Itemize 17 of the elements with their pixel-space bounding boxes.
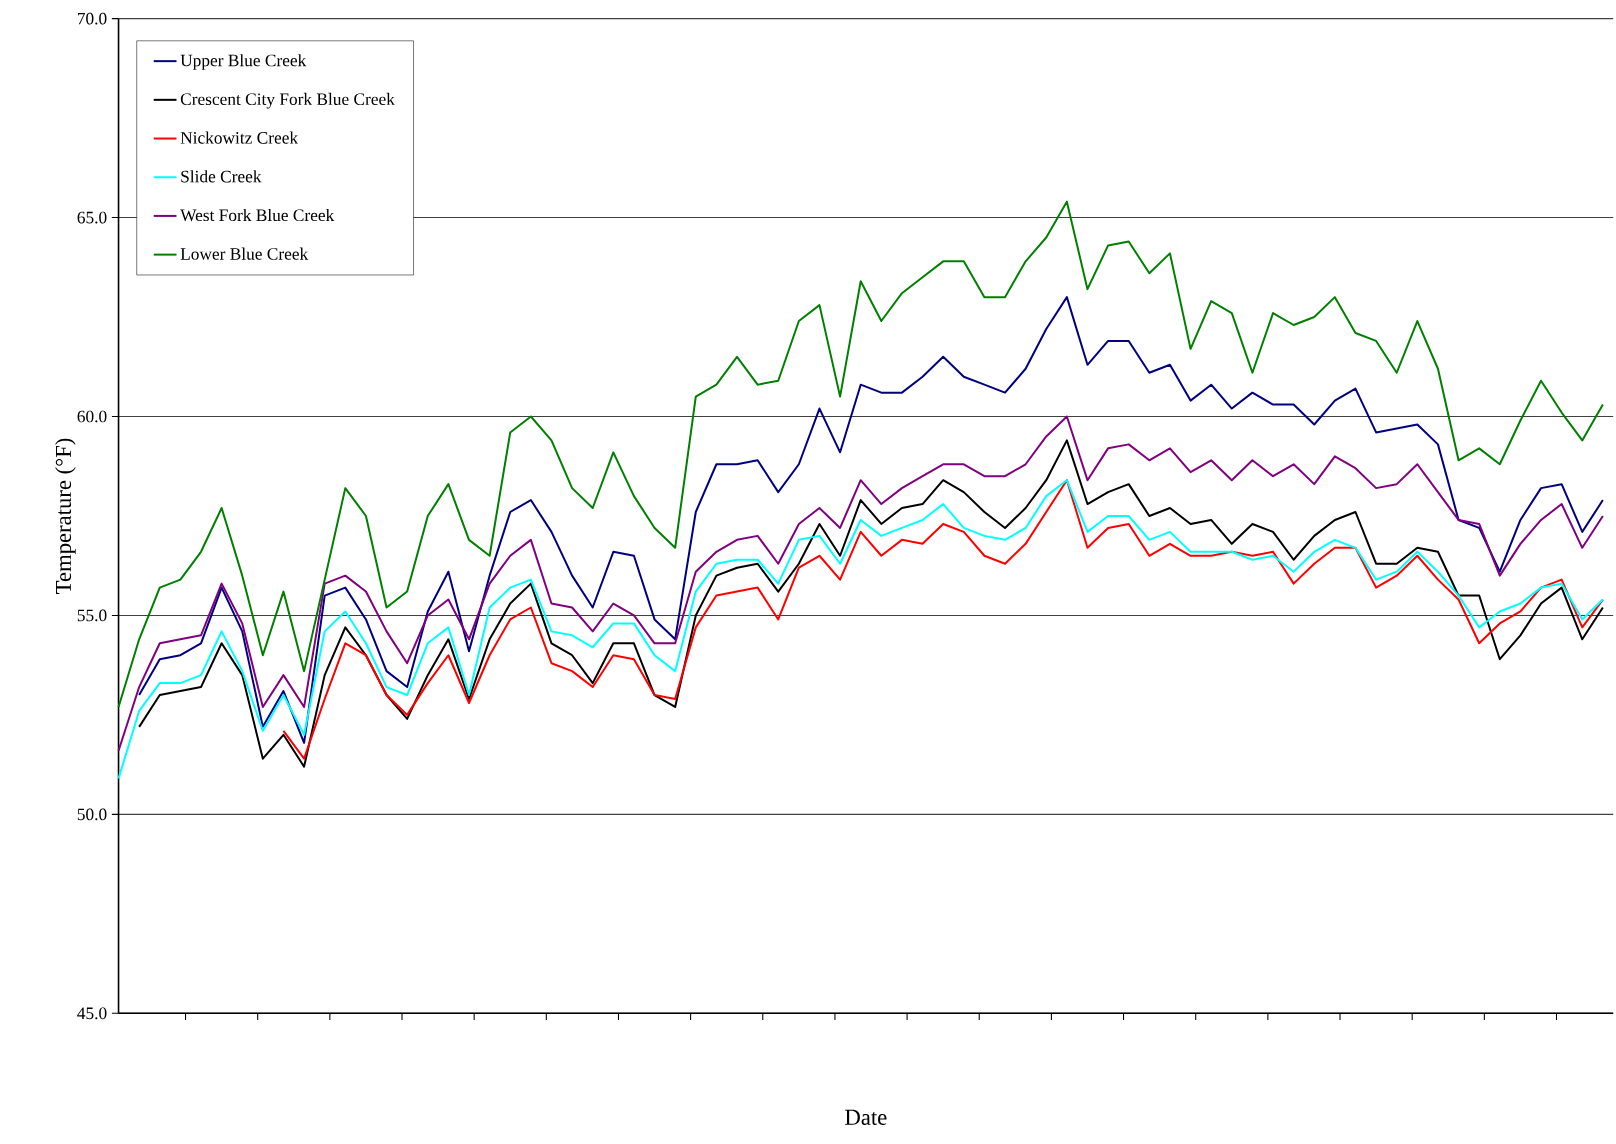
y-axis-title: Temperature (°F)	[55, 438, 76, 594]
legend-label: Slide Creek	[181, 170, 262, 183]
y-tick-label: 50.0	[77, 808, 107, 821]
x-axis-title: Date	[845, 1109, 887, 1125]
legend-label: Crescent City Fork Blue Creek	[180, 92, 395, 109]
y-tick-label: 70.0	[77, 12, 107, 25]
y-tick-label: 60.0	[77, 410, 107, 423]
line-series	[138, 296, 1604, 744]
legend-label: West Fork Blue Creek	[180, 208, 335, 222]
y-tick-label: 45.0	[77, 1007, 107, 1020]
line-series	[117, 200, 1604, 708]
legend-label: Lower Blue Creek	[180, 247, 309, 260]
legend-label: Upper Blue Creek	[180, 54, 307, 70]
y-tick-label: 55.0	[77, 609, 107, 622]
line-series	[282, 479, 1604, 760]
legend-label: Nickowitz Creek	[180, 131, 299, 144]
y-tick-label: 65.0	[77, 211, 107, 224]
